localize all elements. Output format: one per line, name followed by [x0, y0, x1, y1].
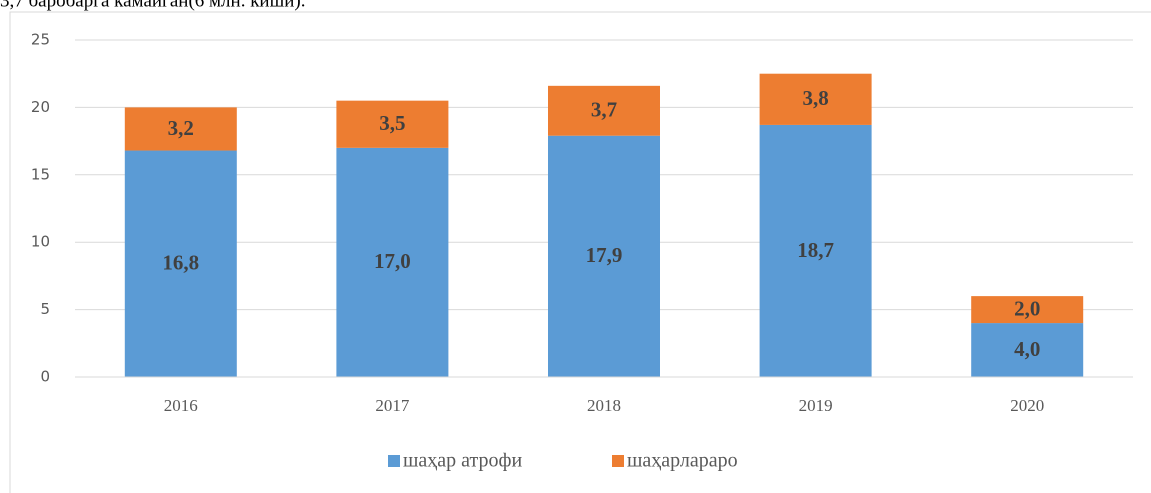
y-tick-label: 25	[31, 31, 50, 49]
data-label: 3,5	[379, 111, 405, 135]
data-label: 3,2	[168, 116, 194, 140]
data-label: 4,0	[1014, 337, 1040, 361]
x-tick-label: 2018	[587, 396, 621, 415]
x-tick-label: 2016	[164, 396, 198, 415]
bar-segment	[548, 85, 660, 136]
bar-segment	[971, 323, 1084, 377]
y-tick-label: 10	[31, 233, 50, 251]
legend-swatch	[388, 455, 400, 467]
bar-segment	[759, 73, 872, 125]
legend-label: шаҳар атрофи	[403, 450, 522, 472]
y-tick-label: 5	[40, 300, 50, 318]
bar-segment	[124, 150, 237, 377]
data-label: 3,7	[591, 98, 617, 122]
bar-segment	[336, 100, 449, 148]
bar-segment	[124, 107, 237, 151]
y-tick-label: 0	[40, 368, 50, 386]
data-label: 17,9	[586, 243, 623, 267]
header-text: 3,7 баробарга камайган(6 млн. киши).	[0, 0, 305, 11]
chart-border	[9, 11, 1151, 493]
bar-segment	[759, 124, 872, 377]
y-tick-label: 20	[31, 98, 50, 116]
bar-segment	[548, 135, 660, 377]
legend-label: шаҳарлараро	[627, 450, 738, 472]
x-tick-label: 2020	[1010, 396, 1044, 415]
bar-segment	[336, 147, 449, 377]
y-tick-label: 15	[31, 165, 50, 183]
bar-segment	[971, 296, 1084, 324]
x-tick-label: 2017	[375, 396, 410, 415]
data-label: 18,7	[797, 238, 834, 262]
data-label: 3,8	[802, 86, 828, 110]
x-tick-label: 2019	[799, 396, 833, 415]
data-label: 2,0	[1014, 296, 1040, 320]
data-label: 17,0	[374, 249, 411, 273]
legend-swatch	[612, 455, 624, 467]
data-label: 16,8	[162, 251, 199, 275]
